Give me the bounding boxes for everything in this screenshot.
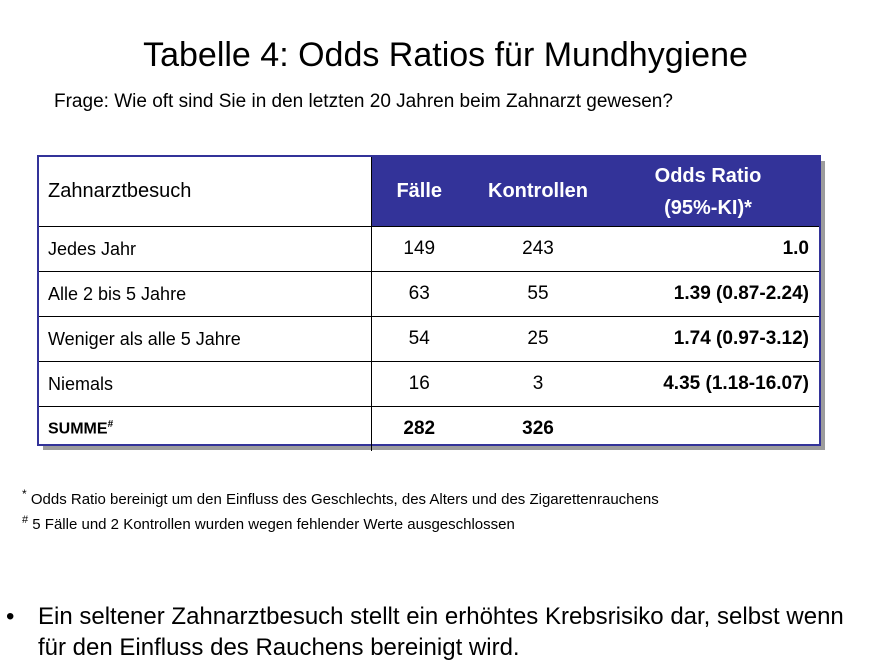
total-label-cell: SUMME# — [39, 406, 372, 451]
row-odds-ratio: 4.35 (1.18-16.07) — [609, 361, 819, 407]
page-title: Tabelle 4: Odds Ratios für Mundhygiene — [143, 36, 748, 74]
header-kontrollen: Kontrollen — [467, 157, 609, 227]
row-label: Weniger als alle 5 Jahre — [39, 316, 372, 362]
footnote-2-text: 5 Fälle und 2 Kontrollen wurden wegen fe… — [32, 516, 515, 533]
conclusion-text: Ein seltener Zahnarztbesuch stellt ein e… — [38, 603, 844, 661]
footnote-2-marker: # — [22, 514, 29, 526]
table-total-row: SUMME# 282 326 — [39, 406, 819, 452]
table-row: Niemals 16 3 4.35 (1.18-16.07) — [39, 361, 819, 407]
footnote-1-text: Odds Ratio bereinigt um den Einfluss des… — [30, 491, 659, 508]
row-faelle: 63 — [371, 271, 467, 317]
header-zahnarztbesuch: Zahnarztbesuch — [39, 157, 372, 227]
row-odds-ratio: 1.74 (0.97-3.12) — [609, 316, 819, 362]
row-odds-ratio: 1.0 — [609, 226, 819, 272]
header-faelle: Fälle — [371, 157, 467, 227]
row-faelle: 54 — [371, 316, 467, 362]
footnotes: * Odds Ratio bereinigt um den Einfluss d… — [22, 484, 659, 535]
header-odds-ratio-line2: (95%-KI)* — [664, 196, 752, 219]
odds-ratio-table: Zahnarztbesuch Fälle Kontrollen Odds Rat… — [37, 155, 825, 451]
row-kontrollen: 3 — [467, 361, 609, 407]
total-kontrollen: 326 — [522, 418, 554, 439]
table-row: Jedes Jahr 149 243 1.0 — [39, 226, 819, 272]
row-faelle: 16 — [371, 361, 467, 407]
header-odds-ratio-line1: Odds Ratio — [654, 164, 762, 187]
table-row: Alle 2 bis 5 Jahre 63 55 1.39 (0.87-2.24… — [39, 271, 819, 317]
question-subtitle: Frage: Wie oft sind Sie in den letzten 2… — [54, 91, 673, 112]
header-odds-ratio: Odds Ratio (95%-KI)* — [609, 157, 819, 227]
table-header-row: Zahnarztbesuch Fälle Kontrollen Odds Rat… — [39, 157, 819, 227]
row-faelle: 149 — [371, 226, 467, 272]
row-odds-ratio: 1.39 (0.87-2.24) — [609, 271, 819, 317]
row-kontrollen: 55 — [467, 271, 609, 317]
total-faelle: 282 — [403, 418, 436, 439]
total-footnote-marker: # — [107, 419, 114, 431]
row-label: Alle 2 bis 5 Jahre — [39, 271, 372, 317]
row-label: Niemals — [39, 361, 372, 407]
footnote-1: * Odds Ratio bereinigt um den Einfluss d… — [22, 484, 659, 510]
total-label: SUMME — [48, 420, 108, 438]
table-row: Weniger als alle 5 Jahre 54 25 1.74 (0.9… — [39, 316, 819, 362]
footnote-1-marker: * — [22, 487, 27, 501]
row-label: Jedes Jahr — [39, 226, 372, 272]
total-odds-ratio — [609, 407, 819, 452]
row-kontrollen: 243 — [467, 226, 609, 272]
row-kontrollen: 25 — [467, 316, 609, 362]
bullet-icon: • — [6, 603, 15, 630]
conclusion-bullet: • Ein seltener Zahnarztbesuch stellt ein… — [6, 601, 866, 663]
footnote-2: # 5 Fälle und 2 Kontrollen wurden wegen … — [22, 510, 659, 535]
